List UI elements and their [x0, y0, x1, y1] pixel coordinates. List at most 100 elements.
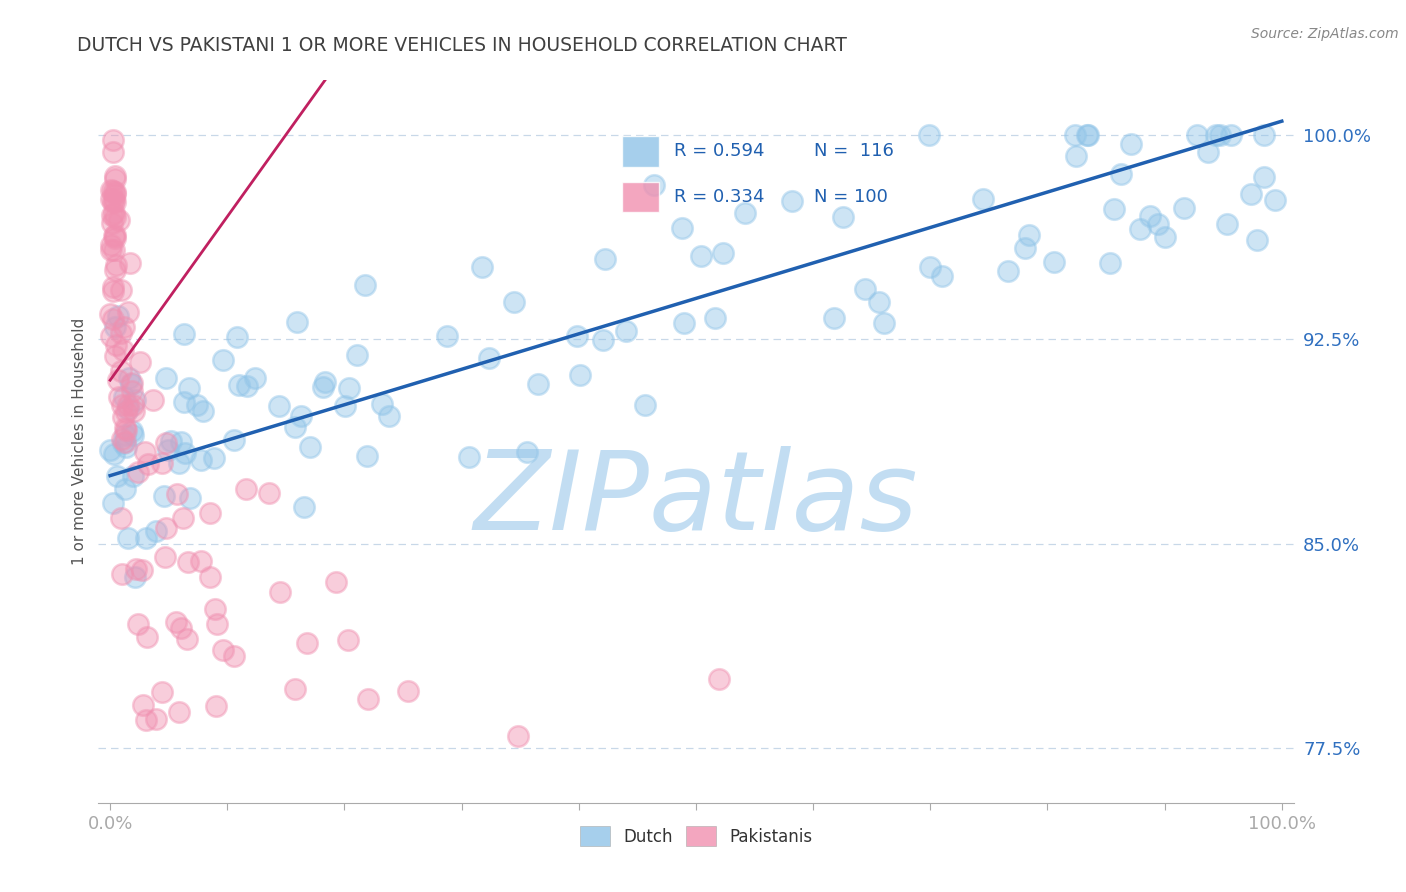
- Point: [179, 381, 201, 395]
- Point: [100, 329, 122, 343]
- Point: [166, 487, 188, 501]
- Point: [314, 375, 336, 389]
- Point: [110, 326, 132, 340]
- Point: [173, 327, 195, 342]
- Point: [997, 263, 1019, 277]
- Point: [671, 221, 693, 235]
- Point: [245, 371, 267, 385]
- Point: [132, 698, 155, 712]
- Point: [176, 632, 198, 646]
- Point: [284, 420, 307, 434]
- Point: [780, 194, 803, 209]
- Point: [567, 328, 589, 343]
- Point: [103, 228, 125, 243]
- Point: [337, 632, 360, 647]
- Point: [135, 630, 157, 644]
- Point: [931, 269, 953, 284]
- Point: [131, 563, 153, 577]
- Point: [516, 445, 538, 459]
- Point: [103, 171, 125, 186]
- Point: [1076, 128, 1098, 142]
- Point: [108, 391, 131, 405]
- Point: [150, 685, 173, 699]
- Point: [101, 496, 124, 510]
- Point: [98, 443, 121, 458]
- Point: [503, 294, 526, 309]
- Point: [269, 584, 291, 599]
- Point: [823, 311, 845, 326]
- Point: [711, 246, 734, 260]
- Point: [121, 376, 143, 390]
- Point: [112, 320, 135, 334]
- Point: [124, 570, 146, 584]
- Point: [100, 183, 122, 197]
- Point: [112, 390, 135, 404]
- Point: [101, 280, 124, 294]
- Point: [235, 482, 257, 496]
- Point: [124, 562, 146, 576]
- Point: [134, 445, 156, 459]
- Point: [222, 649, 245, 664]
- Point: [1240, 187, 1263, 202]
- Point: [111, 398, 134, 412]
- Point: [110, 283, 132, 297]
- Point: [1253, 128, 1275, 142]
- Text: ZIPatlas: ZIPatlas: [474, 446, 918, 553]
- Point: [105, 337, 128, 351]
- Point: [190, 453, 212, 467]
- Point: [371, 397, 394, 411]
- Point: [1173, 201, 1195, 215]
- Point: [918, 260, 941, 274]
- Point: [284, 682, 307, 697]
- Point: [290, 409, 312, 423]
- Point: [117, 304, 139, 318]
- Point: [173, 446, 195, 460]
- Point: [101, 195, 124, 210]
- Point: [704, 311, 727, 326]
- Point: [121, 425, 143, 439]
- Point: [202, 451, 225, 466]
- Point: [873, 316, 896, 330]
- Point: [103, 186, 125, 201]
- Point: [917, 128, 939, 142]
- Point: [1109, 167, 1132, 181]
- Point: [112, 343, 135, 358]
- Point: [121, 428, 143, 442]
- Point: [356, 449, 378, 463]
- Point: [153, 489, 176, 503]
- Point: [972, 192, 994, 206]
- Point: [222, 434, 245, 448]
- Point: [1121, 136, 1143, 151]
- Point: [1043, 255, 1066, 269]
- Point: [104, 186, 127, 200]
- Point: [101, 208, 124, 222]
- Point: [1216, 217, 1239, 231]
- Point: [1264, 193, 1286, 207]
- Point: [169, 705, 191, 719]
- Point: [104, 258, 127, 272]
- Point: [127, 616, 149, 631]
- Point: [115, 423, 138, 437]
- Point: [135, 713, 157, 727]
- Point: [267, 399, 290, 413]
- Point: [118, 371, 141, 385]
- Point: [356, 692, 378, 706]
- Point: [121, 384, 143, 399]
- Point: [1139, 209, 1161, 223]
- Point: [1064, 149, 1087, 163]
- Point: [212, 353, 235, 368]
- Point: [110, 511, 132, 525]
- Point: [142, 392, 165, 407]
- Point: [173, 395, 195, 409]
- Point: [1205, 128, 1227, 142]
- Point: [114, 440, 136, 454]
- Point: [228, 378, 250, 392]
- Text: DUTCH VS PAKISTANI 1 OR MORE VEHICLES IN HOUSEHOLD CORRELATION CHART: DUTCH VS PAKISTANI 1 OR MORE VEHICLES IN…: [77, 36, 848, 54]
- Point: [1014, 241, 1036, 255]
- Point: [569, 368, 592, 382]
- Point: [108, 212, 131, 227]
- Point: [101, 145, 124, 160]
- Point: [458, 450, 481, 464]
- Point: [101, 133, 124, 147]
- Point: [103, 243, 125, 257]
